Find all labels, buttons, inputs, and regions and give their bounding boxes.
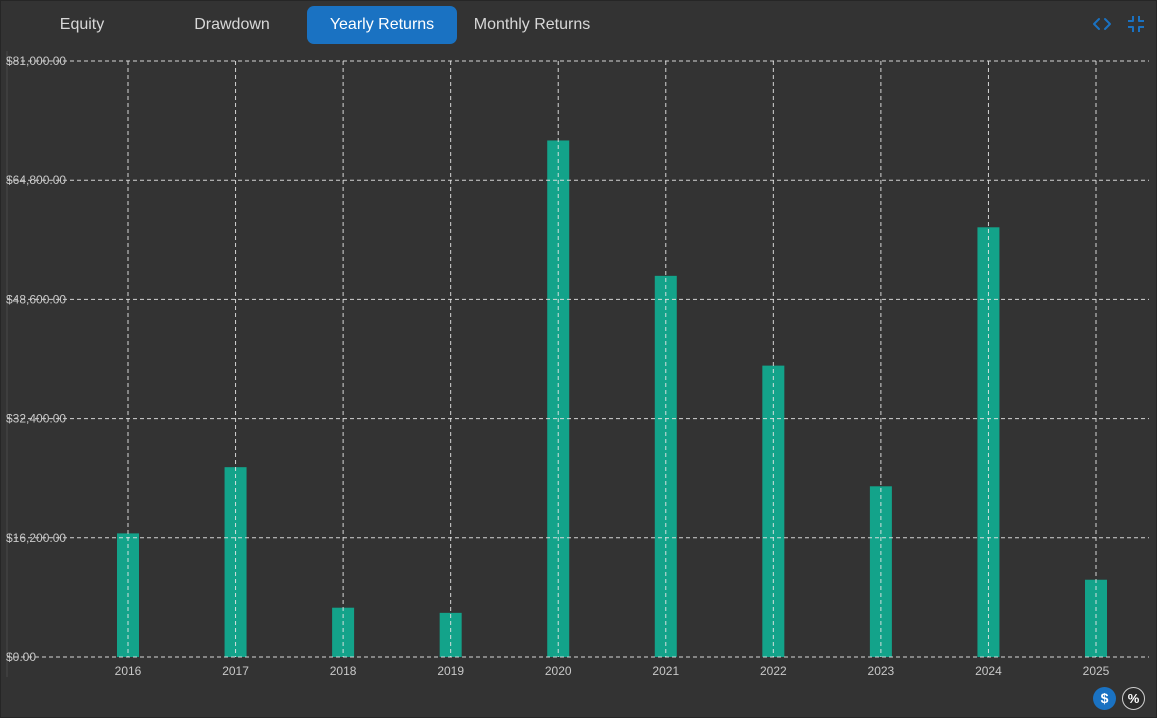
bar-2021	[654, 275, 677, 657]
x-tick-label: 2025	[1083, 664, 1110, 678]
code-icon[interactable]	[1091, 13, 1113, 35]
tab-drawdown[interactable]: Drawdown	[194, 16, 270, 33]
x-tick-label: 2017	[222, 664, 249, 678]
x-tick-label: 2016	[115, 664, 142, 678]
chart-tab-bar: Equity Drawdown Yearly Returns Monthly R…	[1, 1, 1157, 51]
bar-2019	[439, 612, 462, 657]
x-tick-label: 2024	[975, 664, 1002, 678]
bar-2017	[224, 467, 247, 657]
bar-2018	[332, 607, 355, 657]
x-tick-label: 2022	[760, 664, 787, 678]
bar-2025	[1085, 579, 1107, 657]
tab-equity[interactable]: Equity	[59, 16, 105, 33]
y-tick-label: $64,800.00	[6, 173, 66, 187]
tab-yearly-returns[interactable]: Yearly Returns	[307, 6, 457, 44]
x-tick-label: 2021	[652, 664, 679, 678]
x-tick-label: 2020	[545, 664, 572, 678]
chart-canvas: $0.00 $16,200.00 $32,400.00 $48,600.00 $64,8…	[6, 51, 1149, 678]
x-tick-label: 2018	[330, 664, 357, 678]
x-tick-label: 2023	[868, 664, 895, 678]
dollar-toggle-button[interactable]: $	[1093, 687, 1116, 710]
y-tick-label: $32,400.00	[6, 412, 66, 426]
bar-2023	[869, 486, 892, 657]
percent-toggle-button[interactable]: %	[1122, 687, 1145, 710]
y-tick-label: $0.00	[6, 650, 36, 664]
tab-monthly-returns[interactable]: Monthly Returns	[473, 16, 591, 33]
x-tick-label: 2019	[437, 664, 464, 678]
yearly-returns-chart: $0.00 $16,200.00 $32,400.00 $48,600.00 $64,8…	[1, 51, 1157, 687]
y-tick-label: $16,200.00	[6, 531, 66, 545]
y-tick-label: $81,000.00	[6, 54, 66, 68]
collapse-icon[interactable]	[1125, 13, 1147, 35]
y-tick-label: $48,600.00	[6, 292, 66, 306]
